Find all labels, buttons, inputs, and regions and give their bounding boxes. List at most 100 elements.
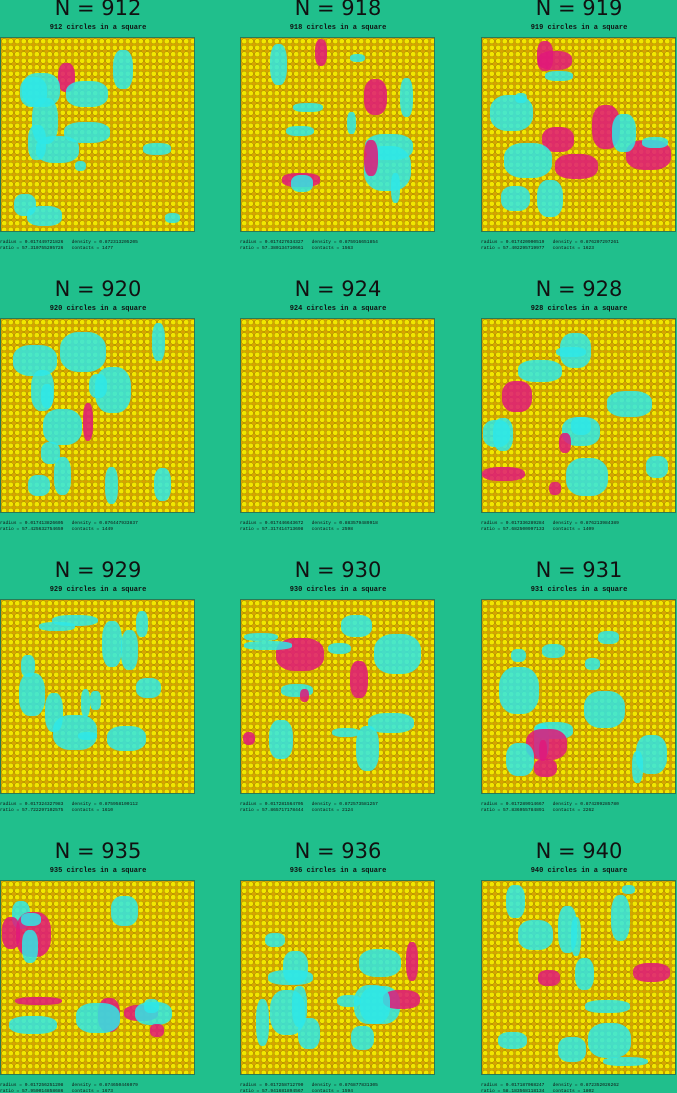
circle-patch [327,642,351,655]
panel-subtitle: 940 circles in a square [530,867,628,875]
circle-patch [38,622,75,631]
circle-patch [136,677,161,699]
stats-line: radius = 0.017187068247 density = 0.8723… [481,1083,619,1088]
circle-patch [566,457,609,496]
stats-line: ratio = 57.941681894567 contacts = 1594 [240,1089,354,1093]
panel: N = 931 931 circles in a square radius = 0… [481,558,677,822]
panel-title: N = 920 [54,277,142,301]
circle-patch [120,630,138,670]
circle-patch [622,885,636,895]
packing-image [240,599,435,794]
circle-patch [21,929,38,963]
packing-image [0,599,195,794]
circle-patch [40,442,60,464]
circle-patch [243,731,256,746]
panel-stats: radius = 0.017289914667 density = 0.8742… [481,802,677,814]
panel-title: N = 935 [54,839,142,863]
stats-line: ratio = 57.310755295726 contacts = 1477 [0,246,114,251]
circle-patch [557,906,577,953]
circle-patch [533,758,558,777]
stats-line: ratio = 57.950014858686 contacts = 1673 [0,1089,114,1093]
panel-stats: radius = 0.017281564705 density = 0.8725… [240,802,436,814]
panel-subtitle: 918 circles in a square [289,24,387,32]
panel-stats: radius = 0.017258712790 density = 0.8768… [240,1083,436,1093]
circle-patch [505,742,534,776]
circle-patch [290,174,313,192]
circle-patch [244,641,293,650]
circle-patch [585,658,600,671]
stats-line: ratio = 57.425632754659 contacts = 1449 [0,527,114,532]
circle-patch [374,634,422,675]
circle-patch [27,206,63,226]
circle-patch [60,331,107,372]
stats-line: ratio = 58.183568118134 contacts = 1802 [481,1089,595,1093]
circle-patch [542,644,566,659]
circle-patch [76,1003,121,1034]
panel-title: N = 936 [294,839,382,863]
circle-patch [570,417,591,435]
circle-patch [243,633,278,642]
panel-title: N = 929 [54,558,142,582]
circle-patch [646,455,669,478]
panel-stats: radius = 0.017449721826 density = 0.8723… [0,240,196,252]
stats-line: radius = 0.017281564705 density = 0.8725… [240,802,378,807]
panel-subtitle: 924 circles in a square [289,305,387,313]
panel-subtitle: 929 circles in a square [49,586,147,594]
circle-patch [518,359,562,382]
circle-patch [292,985,308,1028]
packing-image [0,37,195,232]
circle-patch [554,154,599,179]
circle-patch [363,79,388,115]
circle-patch [44,692,63,732]
circle-patch [536,41,553,71]
circle-patch [511,648,526,663]
packing-image [240,318,435,513]
packing-image [240,37,435,232]
circle-patch [558,1037,586,1062]
circle-patch [283,950,308,984]
circle-patch [292,102,323,112]
circle-patch [20,655,35,677]
panel: N = 935 935 circles in a square radius = 0… [0,839,196,1093]
circle-patch [13,344,58,376]
circle-patch [42,408,83,446]
circle-patch [154,467,172,501]
circle-patch [501,381,533,412]
panel: N = 928 928 circles in a square radius = 0… [481,277,677,541]
circle-patch [549,481,561,496]
circle-patch [300,689,309,703]
circle-patch [64,121,111,143]
panel-title: N = 940 [535,839,623,863]
circle-patch [610,894,631,941]
circle-patch [632,750,644,783]
circle-patch [356,726,380,771]
circle-patch [77,731,98,740]
panel-stats: radius = 0.017336289284 density = 0.8762… [481,521,677,533]
circle-patch [492,418,514,451]
circle-patch [135,610,148,638]
panel-subtitle: 935 circles in a square [49,867,147,875]
circle-patch [405,941,418,982]
circle-patch [482,466,526,482]
packing-image [240,880,435,1075]
circle-patch [104,466,119,504]
packing-image [0,318,195,513]
stats-line: radius = 0.017449721826 density = 0.8723… [0,240,138,245]
circle-patch [40,383,53,408]
circle-patch [585,1000,630,1014]
circle-patch [597,631,620,644]
packing-image [481,318,676,513]
packing-image [0,880,195,1075]
circle-patch [612,114,636,153]
circle-patch [340,615,373,638]
circle-patch [66,81,108,108]
stats-line: ratio = 57.317414713698 contacts = 2598 [240,527,354,532]
stats-line: radius = 0.017258712790 density = 0.8768… [240,1083,378,1088]
circle-patch [102,620,123,667]
stats-line: ratio = 57.380134710661 contacts = 1563 [240,246,354,251]
panel-stats: radius = 0.017324327983 density = 0.8759… [0,802,196,814]
panel-subtitle: 919 circles in a square [530,24,628,32]
circle-patch [94,366,131,414]
circle-patch [501,186,531,212]
